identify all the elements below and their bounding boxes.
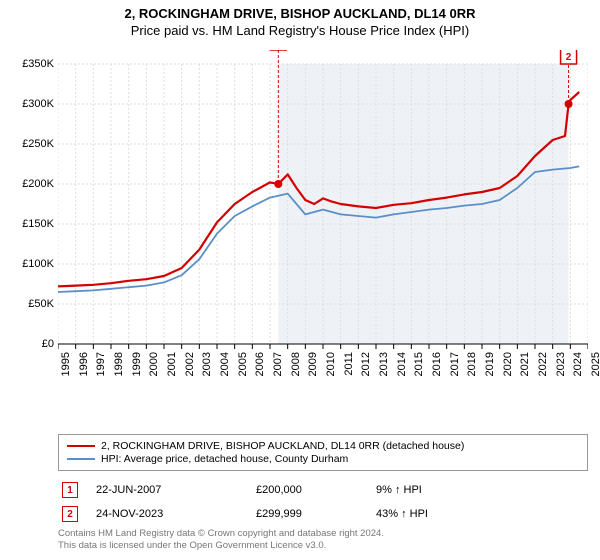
xlabel-26: 2021 (519, 352, 531, 382)
xlabel-0: 1995 (60, 352, 72, 382)
chart-area: 12 (58, 50, 588, 390)
xlabel-10: 2005 (237, 352, 249, 382)
marker-id-1: 2 (67, 509, 73, 520)
marker-row-1: 2 24-NOV-2023 £299,999 43% ↑ HPI (58, 502, 588, 526)
xlabel-17: 2012 (360, 352, 372, 382)
legend: 2, ROCKINGHAM DRIVE, BISHOP AUCKLAND, DL… (58, 434, 588, 471)
xlabel-2: 1997 (95, 352, 107, 382)
marker-pct-1: 43% ↑ HPI (376, 508, 496, 520)
xlabel-13: 2008 (290, 352, 302, 382)
marker-box-0: 1 (62, 482, 78, 498)
legend-label-1: HPI: Average price, detached house, Coun… (101, 453, 348, 465)
copyright: Contains HM Land Registry data © Crown c… (58, 528, 384, 553)
legend-label-0: 2, ROCKINGHAM DRIVE, BISHOP AUCKLAND, DL… (101, 440, 464, 452)
xlabel-12: 2007 (272, 352, 284, 382)
title-block: 2, ROCKINGHAM DRIVE, BISHOP AUCKLAND, DL… (0, 0, 600, 38)
ylabel-6: £300K (4, 98, 54, 110)
marker-box-1: 2 (62, 506, 78, 522)
ylabel-2: £100K (4, 258, 54, 270)
marker-price-0: £200,000 (256, 484, 376, 496)
xlabel-1: 1996 (78, 352, 90, 382)
legend-row-0: 2, ROCKINGHAM DRIVE, BISHOP AUCKLAND, DL… (67, 440, 579, 452)
legend-row-1: HPI: Average price, detached house, Coun… (67, 453, 579, 465)
ylabel-0: £0 (4, 338, 54, 350)
marker-date-1: 24-NOV-2023 (96, 508, 256, 520)
marker-price-1: £299,999 (256, 508, 376, 520)
xlabel-22: 2017 (449, 352, 461, 382)
xlabel-18: 2013 (378, 352, 390, 382)
xlabel-11: 2006 (254, 352, 266, 382)
title-line2: Price paid vs. HM Land Registry's House … (0, 23, 600, 38)
ylabel-4: £200K (4, 178, 54, 190)
xlabel-8: 2003 (201, 352, 213, 382)
xlabel-5: 2000 (148, 352, 160, 382)
xlabel-14: 2009 (307, 352, 319, 382)
xlabel-28: 2023 (555, 352, 567, 382)
chart-svg: 12 (58, 50, 588, 390)
ylabel-7: £350K (4, 58, 54, 70)
ylabel-1: £50K (4, 298, 54, 310)
xlabel-20: 2015 (413, 352, 425, 382)
title-line1: 2, ROCKINGHAM DRIVE, BISHOP AUCKLAND, DL… (0, 6, 600, 21)
xlabel-3: 1998 (113, 352, 125, 382)
xlabel-4: 1999 (131, 352, 143, 382)
xlabel-19: 2014 (396, 352, 408, 382)
legend-swatch-0 (67, 445, 95, 447)
xlabel-23: 2018 (466, 352, 478, 382)
xlabel-24: 2019 (484, 352, 496, 382)
xlabel-16: 2011 (343, 352, 355, 382)
xlabel-27: 2022 (537, 352, 549, 382)
xlabel-21: 2016 (431, 352, 443, 382)
marker-date-0: 22-JUN-2007 (96, 484, 256, 496)
xlabel-9: 2004 (219, 352, 231, 382)
xlabel-15: 2010 (325, 352, 337, 382)
legend-swatch-1 (67, 458, 95, 460)
marker-table: 1 22-JUN-2007 £200,000 9% ↑ HPI 2 24-NOV… (58, 478, 588, 526)
copyright-line2: This data is licensed under the Open Gov… (58, 540, 384, 552)
svg-text:2: 2 (566, 52, 572, 63)
marker-pct-0: 9% ↑ HPI (376, 484, 496, 496)
xlabel-6: 2001 (166, 352, 178, 382)
xlabel-30: 2025 (590, 352, 600, 382)
xlabel-29: 2024 (572, 352, 584, 382)
marker-id-0: 1 (67, 485, 73, 496)
ylabel-3: £150K (4, 218, 54, 230)
xlabel-25: 2020 (502, 352, 514, 382)
ylabel-5: £250K (4, 138, 54, 150)
copyright-line1: Contains HM Land Registry data © Crown c… (58, 528, 384, 540)
marker-row-0: 1 22-JUN-2007 £200,000 9% ↑ HPI (58, 478, 588, 502)
xlabel-7: 2002 (184, 352, 196, 382)
chart-container: 2, ROCKINGHAM DRIVE, BISHOP AUCKLAND, DL… (0, 0, 600, 560)
